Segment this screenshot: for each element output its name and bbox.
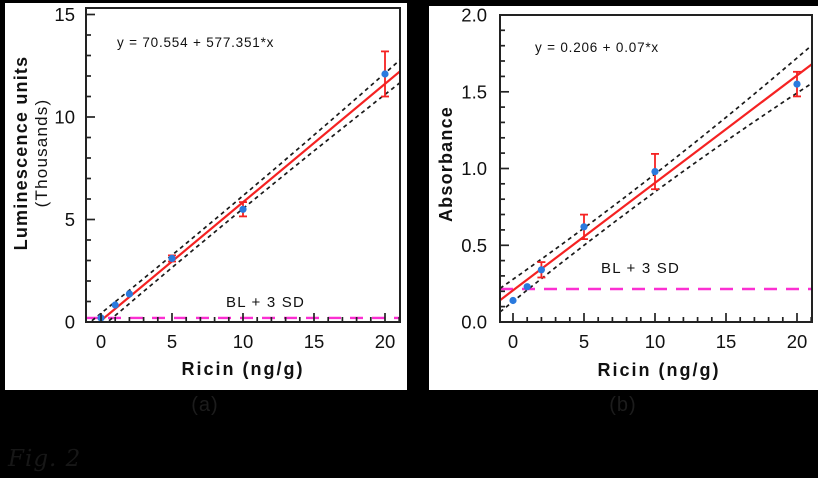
svg-text:Absorbance: Absorbance [436,106,456,222]
svg-text:Luminescence units: Luminescence units [11,56,31,251]
svg-text:y = 70.554 + 577.351*x: y = 70.554 + 577.351*x [117,35,274,50]
svg-text:10: 10 [54,107,75,128]
svg-text:5: 5 [167,331,177,352]
panel-a-luminescence-plot: 0 5 10 15 20 0 5 10 15 y = 70.554 + 577.351*x BL +… [5,3,407,390]
svg-text:0.0: 0.0 [461,312,487,333]
svg-text:Ricin (ng/g): Ricin (ng/g) [182,359,305,379]
chart-a-luminescence-vs-ricin: 0 5 10 15 20 0 5 10 15 y = 70.554 + 577.351*x BL +… [5,3,407,395]
svg-text:10: 10 [233,331,254,352]
svg-text:BL + 3 SD: BL + 3 SD [601,260,680,277]
svg-text:1.0: 1.0 [461,158,487,179]
svg-text:(Thousands): (Thousands) [32,99,51,208]
svg-text:5: 5 [579,331,589,352]
svg-text:BL + 3 SD: BL + 3 SD [226,294,305,311]
svg-text:15: 15 [304,331,325,352]
svg-text:0: 0 [65,312,75,333]
panel-b-absorbance-plot: 0 5 10 15 20 0.0 0.5 1.0 1.5 2.0 y = 0.206 + 0.07*… [429,5,818,390]
caption-a: (a) [191,394,219,416]
figure-number-note: Fig. 2 [8,446,82,472]
svg-text:Ricin (ng/g): Ricin (ng/g) [598,360,721,380]
svg-text:0.5: 0.5 [461,235,487,256]
svg-text:0: 0 [508,331,518,352]
caption-b: (b) [609,394,637,416]
svg-text:15: 15 [716,331,737,352]
chart-b-absorbance-vs-ricin: 0 5 10 15 20 0.0 0.5 1.0 1.5 2.0 y = 0.206 + 0.07*… [429,5,818,395]
svg-text:15: 15 [54,4,75,25]
svg-text:20: 20 [787,331,808,352]
svg-text:2.0: 2.0 [461,6,487,26]
svg-text:y = 0.206 + 0.07*x: y = 0.206 + 0.07*x [535,40,659,55]
svg-text:1.5: 1.5 [461,81,487,102]
svg-text:20: 20 [375,331,396,352]
svg-text:5: 5 [65,209,75,230]
svg-text:10: 10 [645,331,666,352]
svg-text:0: 0 [96,331,106,352]
